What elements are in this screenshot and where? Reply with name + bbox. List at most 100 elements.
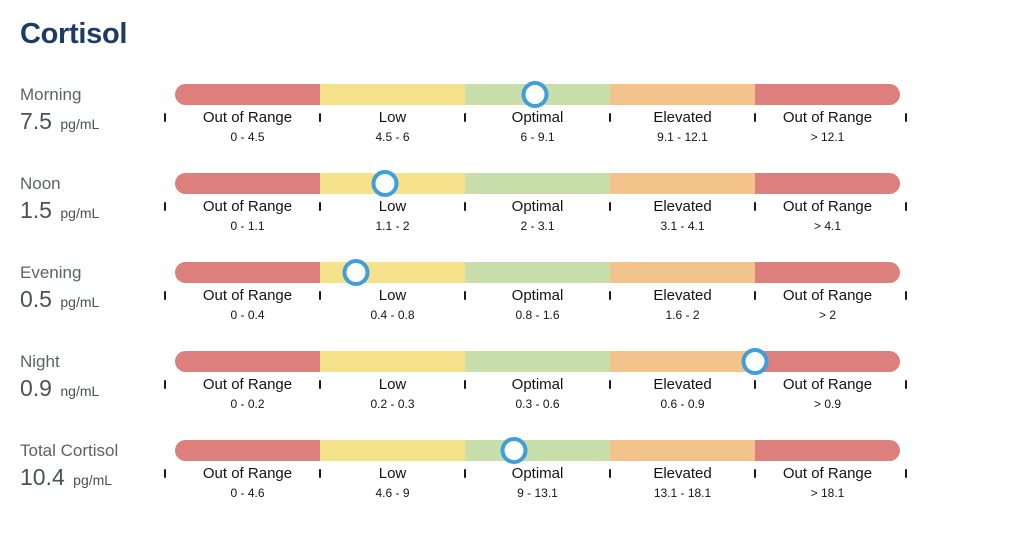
gauge-segment (175, 173, 320, 194)
biomarker-row: Morning 7.5 pg/mL Out of Range 0 - 4.5 Low… (20, 81, 1004, 173)
boundary-tick-icon (905, 113, 907, 122)
gauge-segment (755, 173, 900, 194)
segment-name: Elevated (653, 465, 712, 482)
boundary-tick-icon (754, 291, 756, 300)
boundary-tick-icon (464, 380, 466, 389)
segment-range: > 0.9 (813, 397, 842, 411)
biomarker-name: Morning (20, 85, 82, 104)
segment-range: 0.4 - 0.8 (370, 308, 415, 322)
range-gauge: Out of Range 0 - 4.5 Low 4.5 - 6 Optimal 6 - … (164, 81, 907, 144)
segment-label-cell: Out of Range 0 - 0.4 (175, 287, 320, 322)
biomarker-name: Night (20, 352, 60, 371)
biomarker-value: 10.4 (20, 464, 72, 490)
biomarker-unit: ng/mL (60, 383, 100, 399)
biomarker-row: Night 0.9 ng/mL Out of Range 0 - 0.2 Low 0.… (20, 348, 1004, 440)
segment-range: 1.6 - 2 (665, 308, 700, 322)
boundary-tick-icon (319, 113, 321, 122)
biomarker-rows: Morning 7.5 pg/mL Out of Range 0 - 4.5 Low… (20, 81, 1004, 529)
boundary-tick-icon (754, 202, 756, 211)
boundary-tick-icon (905, 291, 907, 300)
segment-name: Optimal (511, 198, 564, 215)
biomarker-value: 0.9 (20, 375, 59, 401)
boundary-tick-icon (754, 380, 756, 389)
biomarker-unit: pg/mL (60, 116, 100, 132)
gauge-segment (320, 351, 465, 372)
gauge-segment (610, 84, 755, 105)
biomarker-reading: 0.5 pg/mL (20, 286, 175, 313)
segment-name: Optimal (511, 376, 564, 393)
segment-label-cell: Out of Range 0 - 4.6 (175, 465, 320, 500)
row-label-block: Morning 7.5 pg/mL (20, 84, 175, 135)
segment-label-cell: Out of Range > 12.1 (755, 109, 900, 144)
segment-range: 0 - 1.1 (230, 219, 265, 233)
biomarker-name: Noon (20, 174, 61, 193)
gauge-segment (175, 440, 320, 461)
row-label-block: Total Cortisol 10.4 pg/mL (20, 440, 175, 491)
segment-label-cell: Low 0.2 - 0.3 (320, 376, 465, 411)
boundary-tick-icon (905, 202, 907, 211)
segment-label-cell: Optimal 6 - 9.1 (465, 109, 610, 144)
gauge-segment (320, 84, 465, 105)
biomarker-unit: pg/mL (60, 294, 100, 310)
gauge-segment (320, 440, 465, 461)
segment-name: Elevated (653, 376, 712, 393)
segment-range: 0.2 - 0.3 (370, 397, 415, 411)
gauge-segment (465, 440, 610, 461)
row-label-block: Noon 1.5 pg/mL (20, 173, 175, 224)
segment-name: Out of Range (202, 198, 293, 215)
segment-name: Out of Range (202, 376, 293, 393)
gauge-segment (755, 262, 900, 283)
biomarker-unit: pg/mL (73, 472, 113, 488)
segment-labels-row: Out of Range 0 - 1.1 Low 1.1 - 2 Optimal 2 - … (164, 198, 907, 233)
segment-range: > 18.1 (810, 486, 845, 500)
biomarker-row: Noon 1.5 pg/mL Out of Range 0 - 1.1 Low 1.1… (20, 170, 1004, 262)
gauge-bar (175, 440, 900, 461)
gauge-segment (610, 440, 755, 461)
boundary-tick-icon (905, 469, 907, 478)
boundary-tick-icon (609, 291, 611, 300)
biomarker-row: Total Cortisol 10.4 pg/mL Out of Range 0 … (20, 437, 1004, 529)
segment-name: Elevated (653, 109, 712, 126)
gauge-segment (755, 351, 900, 372)
segment-range: 6 - 9.1 (520, 130, 555, 144)
segment-label-cell: Elevated 1.6 - 2 (610, 287, 755, 322)
cortisol-report-panel: Cortisol Morning 7.5 pg/mL Out of Range 0… (20, 18, 1004, 529)
gauge-bar (175, 84, 900, 105)
segment-range: 13.1 - 18.1 (653, 486, 712, 500)
segment-range: 2 - 3.1 (520, 219, 555, 233)
segment-label-cell: Optimal 0.3 - 0.6 (465, 376, 610, 411)
gauge-segment (320, 262, 465, 283)
gauge-segment (175, 262, 320, 283)
segment-labels-row: Out of Range 0 - 4.6 Low 4.6 - 9 Optimal 9 - … (164, 465, 907, 500)
boundary-tick-icon (609, 113, 611, 122)
segment-label-cell: Out of Range > 2 (755, 287, 900, 322)
gauge-segment (175, 351, 320, 372)
segment-name: Optimal (511, 109, 564, 126)
segment-labels-row: Out of Range 0 - 0.2 Low 0.2 - 0.3 Optimal 0.… (164, 376, 907, 411)
segment-name: Low (378, 198, 407, 215)
segment-range: 9.1 - 12.1 (657, 130, 708, 144)
segment-label-cell: Out of Range > 0.9 (755, 376, 900, 411)
segment-label-cell: Elevated 0.6 - 0.9 (610, 376, 755, 411)
segment-label-cell: Low 1.1 - 2 (320, 198, 465, 233)
segment-range: 0 - 4.6 (230, 486, 265, 500)
value-marker-icon (521, 81, 549, 108)
segment-range: 0.3 - 0.6 (515, 397, 560, 411)
segment-range: 1.1 - 2 (375, 219, 410, 233)
segment-range: 0 - 4.5 (230, 130, 265, 144)
boundary-tick-icon (164, 113, 166, 122)
boundary-tick-icon (164, 380, 166, 389)
segment-labels-row: Out of Range 0 - 0.4 Low 0.4 - 0.8 Optimal 0.… (164, 287, 907, 322)
gauge-segment (465, 173, 610, 194)
biomarker-name: Evening (20, 263, 82, 282)
gauge-segment (610, 173, 755, 194)
segment-name: Low (378, 376, 407, 393)
range-gauge: Out of Range 0 - 0.2 Low 0.2 - 0.3 Optimal 0.… (164, 348, 907, 411)
boundary-tick-icon (609, 469, 611, 478)
biomarker-value: 1.5 (20, 197, 59, 223)
value-marker-icon (371, 170, 399, 197)
biomarker-reading: 1.5 pg/mL (20, 197, 175, 224)
segment-range: 3.1 - 4.1 (660, 219, 705, 233)
biomarker-reading: 7.5 pg/mL (20, 108, 175, 135)
segment-name: Out of Range (782, 198, 873, 215)
